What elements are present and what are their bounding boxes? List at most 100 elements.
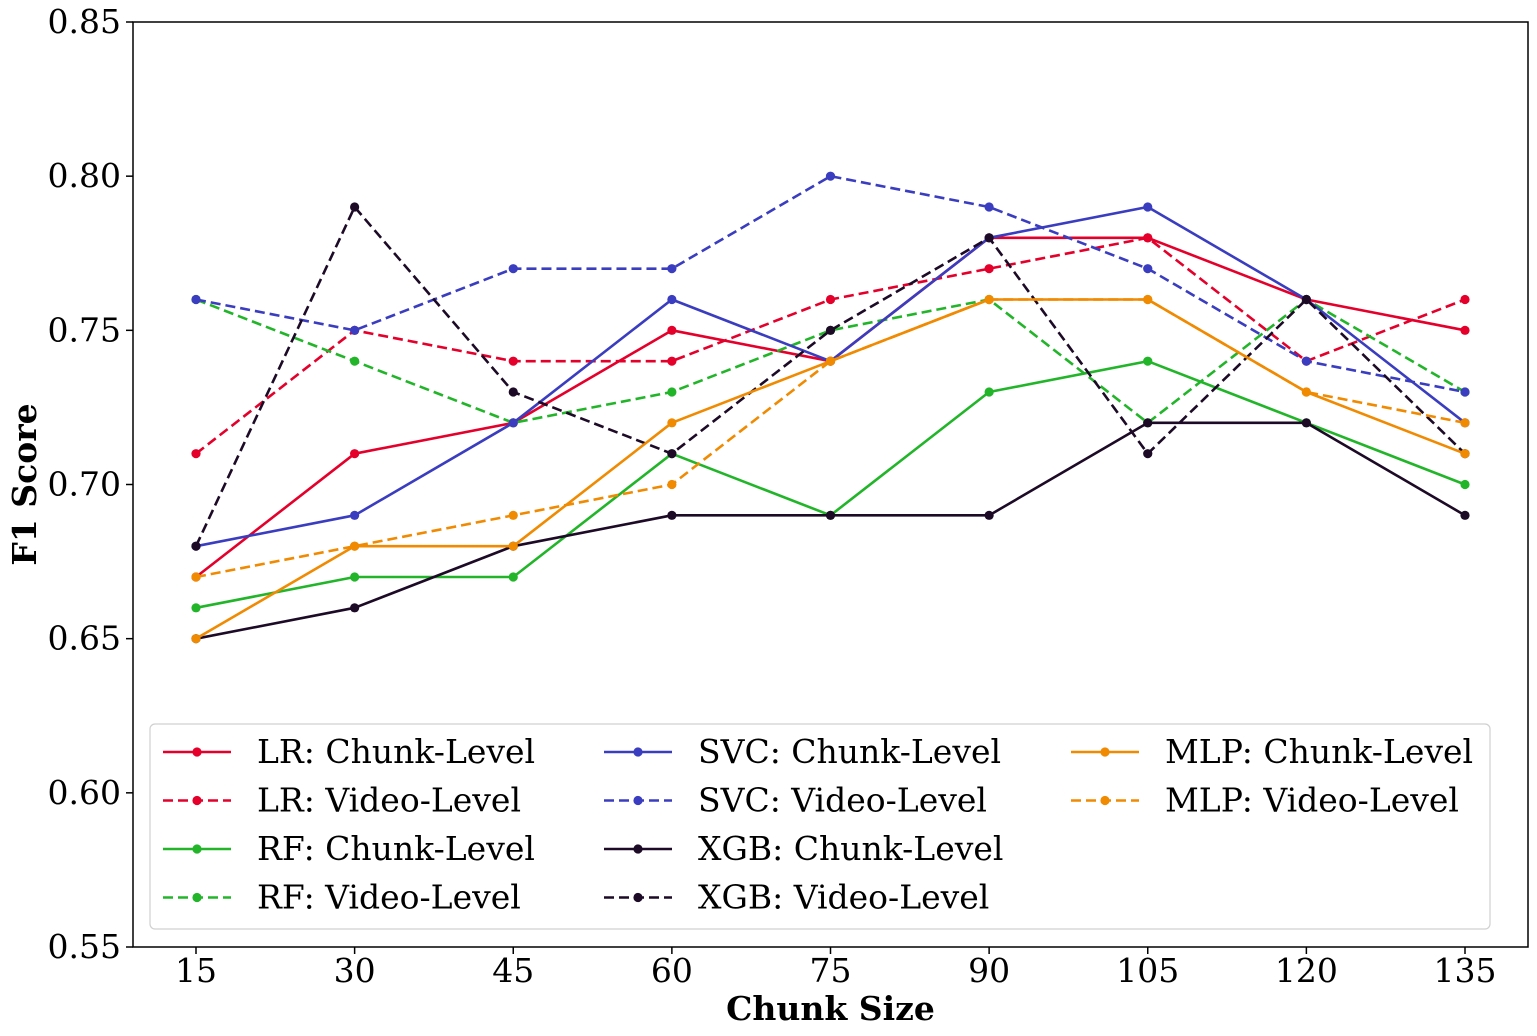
- y-tick-label: 0.85: [48, 2, 121, 41]
- legend-marker: [1100, 795, 1110, 806]
- data-point: [825, 356, 836, 366]
- data-point: [508, 387, 518, 397]
- data-point: [667, 387, 677, 397]
- legend-label: LR: Video-Level: [257, 781, 521, 820]
- y-axis: 0.55 0.60 0.65 0.70 0.75 0.80 0.85: [48, 2, 133, 966]
- legend-label: SVC: Video-Level: [698, 781, 987, 820]
- y-tick-label: 0.75: [48, 310, 121, 349]
- legend-item: LR: Video-Level: [163, 781, 521, 820]
- data-point: [350, 572, 360, 582]
- data-point: [508, 356, 518, 366]
- data-point: [350, 356, 360, 366]
- x-tick-label: 15: [175, 951, 217, 990]
- data-point: [984, 264, 994, 274]
- legend-box: [149, 723, 1491, 930]
- data-point: [191, 541, 201, 551]
- series-lr-chunk-level: [191, 233, 1470, 582]
- data-point: [1301, 356, 1311, 366]
- legend-marker: [192, 892, 202, 903]
- legend-marker: [192, 795, 202, 806]
- series-line: [195, 298, 1466, 640]
- data-point: [1143, 233, 1153, 243]
- data-point: [191, 449, 201, 459]
- data-point: [1301, 418, 1311, 428]
- data-point: [667, 449, 677, 459]
- data-point: [508, 510, 518, 520]
- y-tick-label: 0.80: [48, 156, 121, 195]
- data-point: [825, 510, 836, 520]
- series-line: [195, 236, 1466, 455]
- x-tick-label: 105: [1116, 951, 1179, 990]
- legend-item: MLP: Video-Level: [1071, 781, 1459, 820]
- data-point: [508, 572, 518, 582]
- data-point: [825, 171, 836, 181]
- data-point: [350, 202, 360, 212]
- data-point: [350, 325, 360, 335]
- data-point: [191, 572, 201, 582]
- series-line: [195, 205, 1466, 548]
- data-point: [1460, 418, 1470, 428]
- x-tick-label: 60: [651, 951, 693, 990]
- legend-marker: [1100, 747, 1110, 757]
- legend-marker: [192, 747, 202, 757]
- series-line: [194, 205, 1466, 547]
- series-line: [195, 359, 1466, 610]
- series-line: [195, 174, 1466, 394]
- data-point: [667, 479, 677, 490]
- data-point: [1460, 325, 1470, 335]
- legend: LR: Chunk-Level LR: Video-Level RF: Chunk-…: [149, 723, 1491, 930]
- data-point: [508, 264, 518, 274]
- legend-item: XGB: Video-Level: [604, 878, 989, 917]
- data-point: [191, 603, 201, 613]
- legend-label: XGB: Video-Level: [698, 878, 989, 917]
- series-mlp-chunk-level: [191, 294, 1470, 644]
- data-point: [667, 264, 677, 274]
- legend-label: RF: Chunk-Level: [257, 829, 535, 868]
- y-axis-title: F1 Score: [5, 403, 44, 565]
- legend-label: MLP: Chunk-Level: [1165, 732, 1473, 771]
- legend-item: RF: Video-Level: [163, 878, 521, 917]
- data-point: [1460, 510, 1470, 520]
- data-point: [667, 325, 677, 335]
- data-point: [667, 294, 677, 305]
- series-line: [195, 236, 1466, 579]
- data-point: [1143, 294, 1153, 305]
- series-line: [195, 298, 1466, 579]
- x-tick-label: 30: [334, 951, 376, 990]
- y-tick-label: 0.55: [48, 927, 121, 966]
- data-point: [191, 294, 201, 305]
- data-point: [1460, 479, 1470, 490]
- legend-item: SVC: Chunk-Level: [604, 732, 1001, 771]
- data-point: [350, 510, 360, 520]
- legend-item: LR: Chunk-Level: [163, 732, 535, 771]
- series-line: [195, 421, 1466, 640]
- data-point: [191, 634, 201, 644]
- data-point: [984, 510, 994, 520]
- data-point: [508, 541, 518, 551]
- data-point: [984, 294, 994, 305]
- data-point: [508, 418, 518, 428]
- data-point: [350, 603, 360, 613]
- x-tick-label: 45: [492, 951, 534, 990]
- legend-item: XGB: Chunk-Level: [604, 829, 1003, 868]
- data-point: [667, 418, 677, 428]
- x-tick-label: 90: [968, 951, 1010, 990]
- series-xgb-chunk-level: [191, 418, 1470, 644]
- legend-marker: [633, 844, 643, 854]
- legend-label: XGB: Chunk-Level: [698, 829, 1003, 868]
- series-line: [195, 298, 1466, 425]
- legend-label: RF: Video-Level: [257, 878, 521, 917]
- legend-label: SVC: Chunk-Level: [698, 732, 1001, 771]
- legend-label: MLP: Video-Level: [1165, 781, 1459, 820]
- data-point: [984, 387, 994, 397]
- data-point: [350, 449, 360, 459]
- data-point: [1301, 294, 1311, 305]
- legend-label: LR: Chunk-Level: [257, 732, 535, 771]
- data-point: [1460, 294, 1470, 305]
- y-tick-label: 0.60: [48, 773, 121, 812]
- x-tick-label: 120: [1275, 951, 1338, 990]
- data-point: [1143, 264, 1153, 274]
- data-point: [984, 233, 994, 243]
- data-point: [1143, 418, 1153, 428]
- legend-item: MLP: Chunk-Level: [1071, 732, 1473, 771]
